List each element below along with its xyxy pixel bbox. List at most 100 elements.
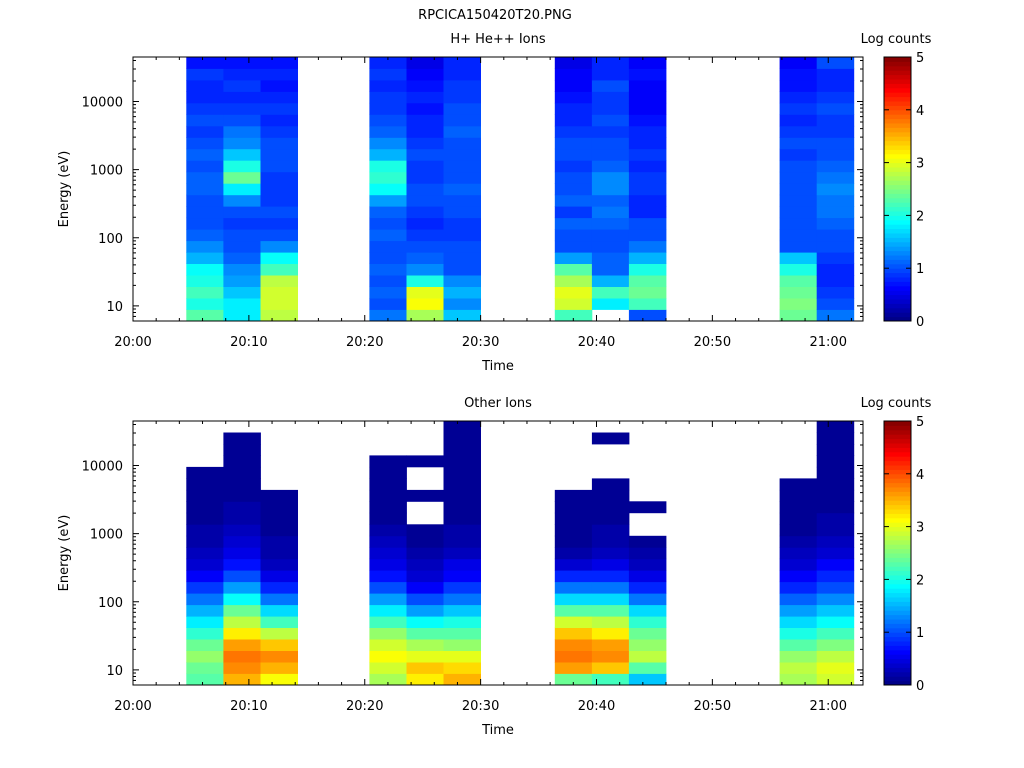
heatmap-cell	[260, 593, 298, 606]
heatmap-cell	[779, 263, 818, 276]
colorbar-segment	[884, 495, 911, 501]
heatmap-cell	[628, 593, 667, 606]
colorbar-segment	[884, 676, 911, 682]
heatmap-cell	[554, 593, 593, 606]
heatmap-cell	[260, 137, 298, 150]
colorbar-segment	[884, 517, 911, 523]
colorbar-segment	[884, 619, 911, 624]
heatmap-cell	[443, 298, 481, 310]
heatmap-cell	[591, 80, 630, 92]
heatmap-cell	[223, 171, 261, 184]
colorbar-segment	[884, 101, 911, 106]
heatmap-cell	[628, 263, 667, 276]
heatmap-cell	[260, 217, 298, 230]
colorbar-segment	[884, 663, 911, 668]
heatmap-cell	[591, 524, 630, 537]
heatmap-cell	[186, 501, 224, 514]
heatmap-cell	[443, 229, 481, 242]
heatmap-cell	[628, 627, 667, 640]
colorbar-segment	[884, 290, 911, 296]
heatmap-cell	[223, 650, 261, 663]
heatmap-cell	[816, 570, 855, 583]
heatmap-cell	[779, 194, 818, 207]
x-axis-label: Time	[481, 359, 514, 374]
heatmap-cell	[406, 639, 444, 651]
heatmap-cell	[816, 160, 855, 173]
heatmap-cell	[591, 535, 630, 548]
heatmap-cell	[260, 148, 298, 161]
heatmap-cell	[591, 91, 630, 104]
heatmap-cell	[223, 535, 261, 548]
colorbar-segment	[884, 114, 911, 120]
heatmap-cell	[260, 80, 298, 92]
heatmap-cell	[591, 650, 630, 663]
heatmap-cell	[406, 68, 444, 81]
heatmap-cell	[628, 286, 667, 299]
colorbar-segment	[884, 268, 911, 274]
heatmap-cell	[816, 275, 855, 287]
colorbar-segment	[884, 136, 911, 142]
plot-frame	[132, 420, 864, 686]
heatmap-cell	[223, 114, 261, 127]
colorbar-segment	[884, 623, 911, 629]
heatmap-cell	[779, 581, 818, 594]
heatmap-cell	[816, 309, 855, 322]
y-tick-label: 100	[98, 596, 123, 611]
heatmap-cell	[369, 286, 407, 299]
heatmap-cell	[443, 275, 481, 287]
heatmap-cell	[223, 444, 261, 456]
y-tick-label: 10000	[82, 96, 123, 111]
heatmap-cell	[223, 570, 261, 583]
x-tick-label: 20:50	[694, 335, 731, 350]
heatmap-cell	[369, 298, 407, 310]
heatmap-cell	[223, 206, 261, 219]
y-tick-label: 1000	[90, 528, 123, 543]
heatmap-cell	[223, 160, 261, 173]
heatmap-cell	[779, 547, 818, 560]
heatmap-cell	[816, 286, 855, 299]
colorbar-segment	[884, 127, 911, 133]
heatmap-cell	[369, 535, 407, 548]
colorbar-segment	[884, 303, 911, 309]
colorbar-segment	[884, 504, 911, 510]
heatmap-cell	[816, 91, 855, 104]
heatmap-cell	[406, 148, 444, 161]
heatmap-cell	[554, 137, 593, 150]
colorbar-segment	[884, 526, 911, 532]
heatmap-cell	[628, 240, 667, 253]
colorbar-frame	[883, 420, 912, 686]
colorbar-segment	[884, 641, 911, 646]
colorbar-segment	[884, 443, 911, 448]
colorbar-tick-label: 3	[916, 521, 924, 536]
heatmap-cell	[779, 604, 818, 617]
heatmap-cell	[628, 650, 667, 663]
colorbar-segment	[884, 246, 911, 252]
heatmap-cell	[260, 114, 298, 127]
colorbar-tick-label: 1	[916, 262, 924, 277]
heatmap-cell	[260, 547, 298, 560]
heatmap-cell	[260, 183, 298, 196]
heatmap-cell	[628, 183, 667, 196]
heatmap-cell	[186, 148, 224, 161]
heatmap-cell	[186, 309, 224, 322]
heatmap-cell	[628, 194, 667, 207]
heatmap-cell	[369, 183, 407, 196]
colorbar-segment	[884, 281, 911, 287]
heatmap-cell	[779, 662, 818, 674]
colorbar-segment	[884, 575, 911, 580]
heatmap-cell	[554, 91, 593, 104]
colorbar-segment	[884, 601, 911, 607]
heatmap-cell	[369, 662, 407, 674]
heatmap-cell	[260, 501, 298, 514]
heatmap-cell	[443, 206, 481, 219]
heatmap-cell	[816, 650, 855, 663]
heatmap-cell	[369, 593, 407, 606]
heatmap-cell	[816, 581, 855, 594]
colorbar-tick-label: 5	[916, 51, 924, 66]
heatmap-cell	[628, 148, 667, 161]
heatmap-cell	[779, 80, 818, 92]
heatmap-cell	[260, 558, 298, 571]
heatmap-cell	[260, 650, 298, 663]
heatmap-cell	[186, 91, 224, 104]
heatmap-cell	[223, 524, 261, 537]
